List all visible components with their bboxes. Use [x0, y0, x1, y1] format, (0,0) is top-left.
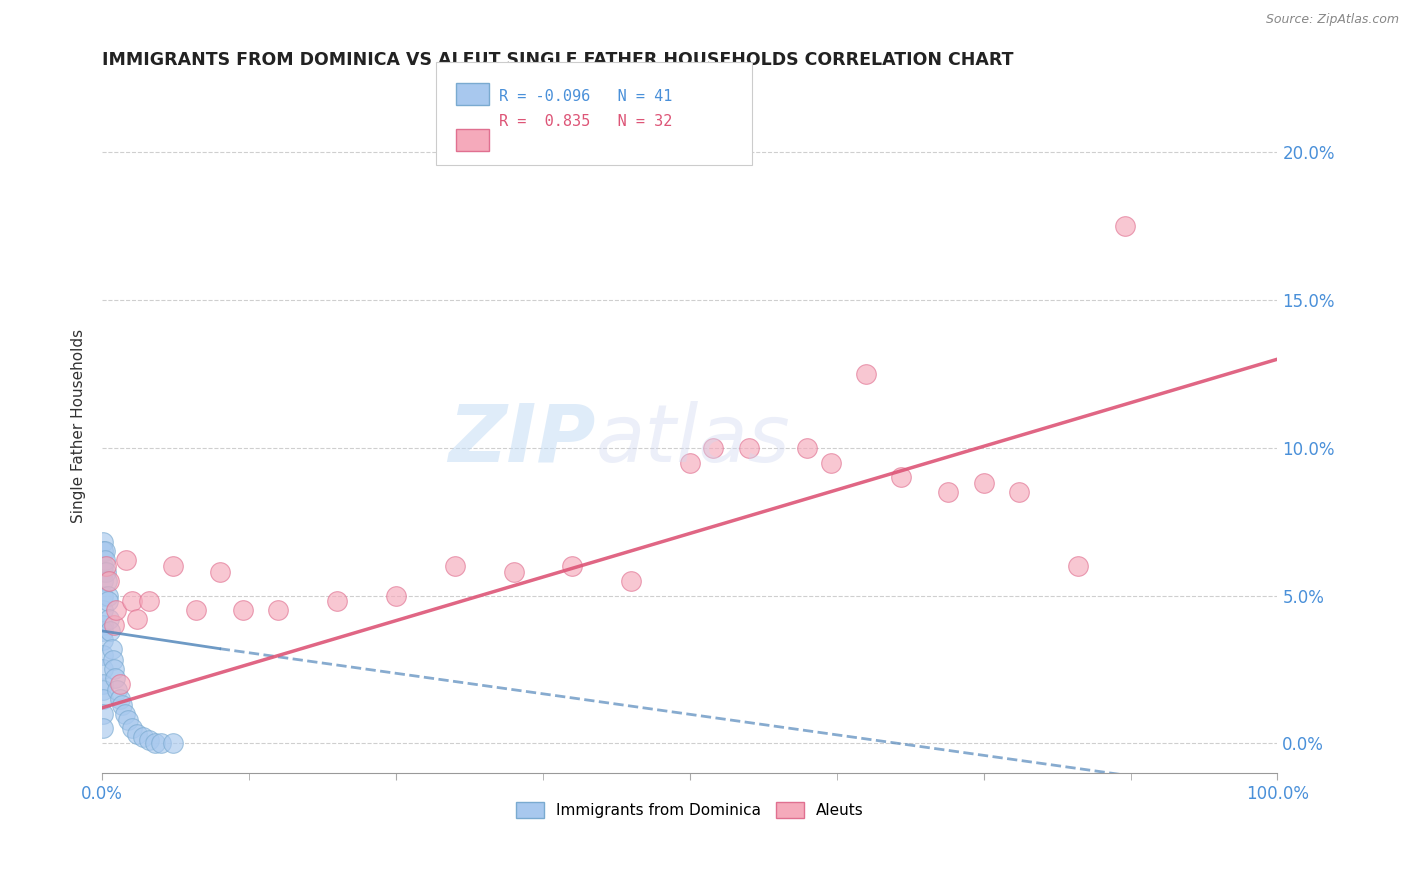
- Text: IMMIGRANTS FROM DOMINICA VS ALEUT SINGLE FATHER HOUSEHOLDS CORRELATION CHART: IMMIGRANTS FROM DOMINICA VS ALEUT SINGLE…: [103, 51, 1014, 69]
- Point: [93, 722, 115, 736]
- Point: [93, 553, 115, 567]
- Point: [93, 544, 115, 558]
- Point: [97, 594, 120, 608]
- Point: [93, 544, 115, 558]
- Y-axis label: Single Father Households: Single Father Households: [72, 328, 86, 523]
- Point: [138, 594, 160, 608]
- Point: [93, 662, 115, 676]
- Point: [114, 706, 136, 721]
- Point: [108, 677, 131, 691]
- Point: [93, 677, 115, 691]
- Point: [186, 603, 208, 617]
- Text: ZIP: ZIP: [449, 401, 596, 478]
- Point: [93, 624, 115, 638]
- Point: [94, 558, 117, 573]
- Point: [127, 727, 149, 741]
- Text: R = -0.096   N = 41: R = -0.096 N = 41: [499, 89, 672, 104]
- Text: Source: ZipAtlas.com: Source: ZipAtlas.com: [1265, 13, 1399, 27]
- Text: R =  0.835   N = 32: R = 0.835 N = 32: [499, 114, 672, 129]
- Point: [936, 485, 959, 500]
- Point: [796, 441, 818, 455]
- Point: [121, 594, 143, 608]
- Point: [93, 589, 115, 603]
- Point: [820, 456, 842, 470]
- Point: [93, 574, 115, 588]
- Point: [679, 456, 702, 470]
- Point: [502, 565, 524, 579]
- Point: [107, 683, 129, 698]
- Point: [101, 653, 124, 667]
- Point: [103, 662, 125, 676]
- Point: [973, 476, 995, 491]
- Point: [1114, 219, 1136, 234]
- Point: [104, 671, 127, 685]
- Point: [1066, 558, 1088, 573]
- Point: [114, 553, 136, 567]
- Point: [93, 535, 115, 549]
- Point: [232, 603, 254, 617]
- Legend: Immigrants from Dominica, Aleuts: Immigrants from Dominica, Aleuts: [510, 796, 870, 824]
- Point: [121, 722, 143, 736]
- Point: [97, 589, 120, 603]
- Point: [208, 565, 231, 579]
- Point: [94, 565, 117, 579]
- Point: [93, 632, 115, 647]
- Point: [385, 589, 408, 603]
- Text: atlas: atlas: [596, 401, 790, 478]
- Point: [138, 733, 160, 747]
- Point: [93, 603, 115, 617]
- Point: [98, 612, 121, 626]
- Point: [108, 692, 131, 706]
- Point: [162, 736, 184, 750]
- Point: [143, 736, 166, 750]
- Point: [100, 641, 122, 656]
- Point: [620, 574, 643, 588]
- Point: [98, 574, 121, 588]
- Point: [855, 367, 877, 381]
- Point: [93, 648, 115, 662]
- Point: [561, 558, 583, 573]
- Point: [93, 618, 115, 632]
- Point: [93, 683, 115, 698]
- Point: [443, 558, 465, 573]
- Point: [93, 706, 115, 721]
- Point: [149, 736, 172, 750]
- Point: [1008, 485, 1031, 500]
- Point: [100, 624, 122, 638]
- Point: [105, 603, 128, 617]
- Point: [93, 692, 115, 706]
- Point: [737, 441, 759, 455]
- Point: [127, 612, 149, 626]
- Point: [326, 594, 349, 608]
- Point: [267, 603, 290, 617]
- Point: [702, 441, 724, 455]
- Point: [111, 698, 134, 712]
- Point: [890, 470, 912, 484]
- Point: [96, 574, 118, 588]
- Point: [117, 713, 139, 727]
- Point: [103, 618, 125, 632]
- Point: [132, 731, 155, 745]
- Point: [93, 558, 115, 573]
- Point: [162, 558, 184, 573]
- Point: [93, 565, 115, 579]
